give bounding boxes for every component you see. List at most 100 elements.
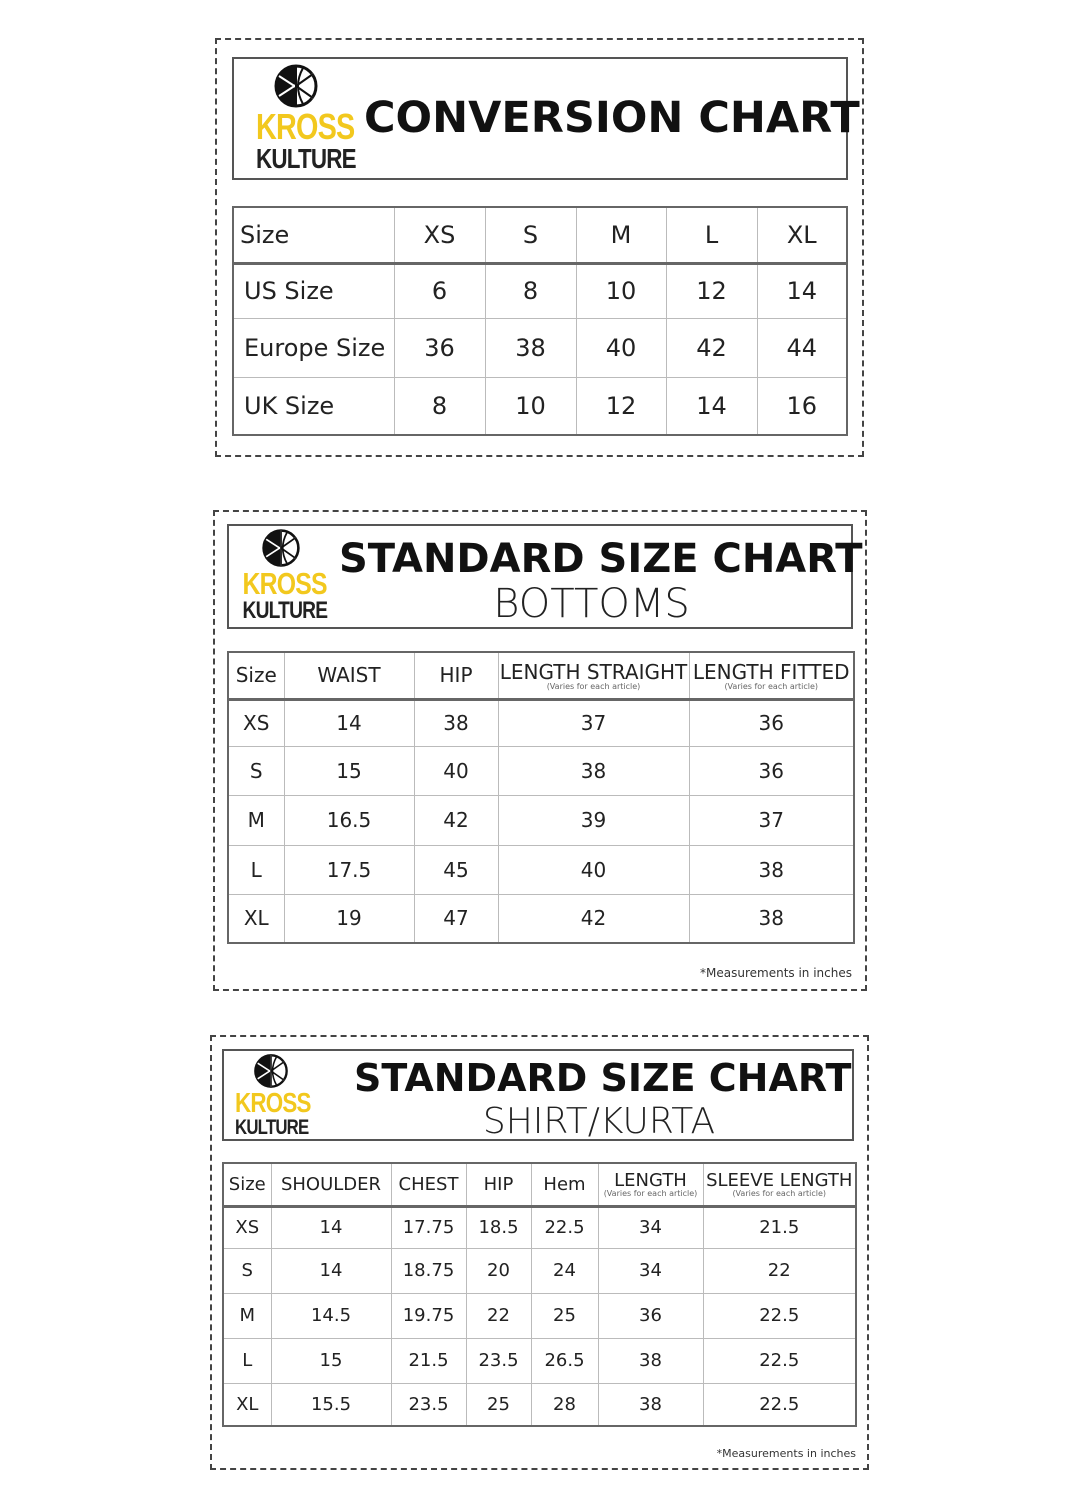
table-cell: 39 bbox=[497, 794, 690, 846]
table-row: L 17.5 45 40 38 bbox=[227, 844, 855, 895]
row-label: XL bbox=[227, 893, 285, 944]
bottoms-chart-panel bbox=[213, 510, 867, 991]
row-label: Europe Size bbox=[232, 317, 395, 378]
brand-logo: KROSS KULTURE bbox=[246, 63, 357, 174]
table-row: M 14.5 19.75 22 25 36 22.5 bbox=[222, 1292, 857, 1339]
table-cell: 38 bbox=[497, 745, 690, 796]
table-cell: 22.5 bbox=[702, 1292, 857, 1339]
basketball-icon bbox=[254, 1054, 288, 1088]
brand-name-line2: KULTURE bbox=[235, 1116, 309, 1139]
column-header: SLEEVE LENGTH (Varies for each article) bbox=[702, 1162, 857, 1208]
table-cell: 36 bbox=[393, 317, 486, 378]
table-cell: 19.75 bbox=[390, 1292, 467, 1339]
table-cell: 24 bbox=[530, 1247, 599, 1294]
table-cell: 14 bbox=[283, 698, 415, 747]
bottoms-table: Size WAIST HIP LENGTH STRAIGHT (Varies for e… bbox=[227, 651, 855, 944]
table-cell: 36 bbox=[688, 698, 855, 747]
column-header-label: HIP bbox=[439, 663, 473, 688]
table-cell: 21.5 bbox=[390, 1337, 467, 1384]
table-cell: 44 bbox=[756, 317, 848, 378]
table-cell: 36 bbox=[597, 1292, 704, 1339]
column-header-label: M bbox=[610, 220, 632, 249]
column-header-label: Hem bbox=[543, 1173, 586, 1195]
table-cell: 22.5 bbox=[530, 1205, 599, 1249]
table-cell: 8 bbox=[393, 376, 486, 436]
table-cell: 23.5 bbox=[465, 1337, 532, 1384]
column-header: Size bbox=[227, 651, 285, 701]
table-cell: 6 bbox=[393, 262, 486, 319]
table-cell: 42 bbox=[497, 893, 690, 944]
bottoms-subtitle: BOTTOMS bbox=[493, 581, 690, 627]
table-cell: 22 bbox=[465, 1292, 532, 1339]
table-cell: 23.5 bbox=[390, 1382, 467, 1427]
row-label: S bbox=[227, 745, 285, 796]
column-header: SHOULDER bbox=[270, 1162, 392, 1208]
table-cell: 38 bbox=[597, 1382, 704, 1427]
table-cell: 38 bbox=[688, 844, 855, 895]
shirt-footnote: *Measurements in inches bbox=[716, 1447, 856, 1460]
table-cell: 25 bbox=[465, 1382, 532, 1427]
table-cell: 14 bbox=[756, 262, 848, 319]
table-cell: 40 bbox=[413, 745, 499, 796]
column-header-label: L bbox=[704, 220, 719, 249]
table-row: XS 14 17.75 18.5 22.5 34 21.5 bbox=[222, 1205, 857, 1249]
column-header: XL bbox=[756, 206, 848, 265]
column-header: Size bbox=[232, 206, 395, 265]
table-cell: 38 bbox=[413, 698, 499, 747]
column-header-label: LENGTH FITTED bbox=[692, 659, 850, 684]
column-header: XS bbox=[393, 206, 486, 265]
table-cell: 37 bbox=[688, 794, 855, 846]
table-cell: 15.5 bbox=[270, 1382, 392, 1427]
table-row: S 14 18.75 20 24 34 22 bbox=[222, 1247, 857, 1294]
column-header-label: HIP bbox=[483, 1173, 514, 1195]
column-header-label: SLEEVE LENGTH bbox=[706, 1170, 853, 1192]
column-header-note: (Varies for each article) bbox=[603, 1189, 698, 1199]
row-label: US Size bbox=[232, 262, 395, 319]
row-label: L bbox=[222, 1337, 272, 1384]
row-label: XS bbox=[227, 698, 285, 747]
table-header-row: Size WAIST HIP LENGTH STRAIGHT (Varies for e… bbox=[227, 651, 855, 701]
table-row: XL 15.5 23.5 25 28 38 22.5 bbox=[222, 1382, 857, 1427]
table-cell: 8 bbox=[484, 262, 577, 319]
brand-logo: KROSS KULTURE bbox=[226, 1053, 316, 1138]
column-header: LENGTH FITTED (Varies for each article) bbox=[688, 651, 855, 701]
shirt-chart-header: KROSS KULTURE STANDARD SIZE CHART SHIRT/… bbox=[222, 1049, 854, 1142]
brand-logo: KROSS KULTURE bbox=[233, 528, 328, 623]
table-cell: 10 bbox=[484, 376, 577, 436]
column-header: LENGTH (Varies for each article) bbox=[597, 1162, 704, 1208]
table-cell: 15 bbox=[270, 1337, 392, 1384]
table-cell: 10 bbox=[575, 262, 667, 319]
table-cell: 40 bbox=[497, 844, 690, 895]
column-header-note: (Varies for each article) bbox=[546, 681, 641, 691]
bottoms-footnote: *Measurements in inches bbox=[700, 966, 852, 980]
column-header: LENGTH STRAIGHT (Varies for each article) bbox=[497, 651, 690, 701]
table-cell: 12 bbox=[575, 376, 667, 436]
row-label: M bbox=[222, 1292, 272, 1339]
table-row: L 15 21.5 23.5 26.5 38 22.5 bbox=[222, 1337, 857, 1384]
table-cell: 21.5 bbox=[702, 1205, 857, 1249]
table-cell: 28 bbox=[530, 1382, 599, 1427]
brand-name-line1: KROSS bbox=[242, 566, 328, 601]
table-cell: 22 bbox=[702, 1247, 857, 1294]
column-header: M bbox=[575, 206, 667, 265]
table-cell: 47 bbox=[413, 893, 499, 944]
column-header: L bbox=[665, 206, 758, 265]
table-cell: 37 bbox=[497, 698, 690, 747]
row-label: XS bbox=[222, 1205, 272, 1249]
table-row: XL 19 47 42 38 bbox=[227, 893, 855, 944]
brand-name-line1: KROSS bbox=[256, 106, 355, 147]
table-row: Europe Size 36 38 40 42 44 bbox=[232, 317, 848, 378]
column-header-label: Size bbox=[235, 663, 277, 688]
row-label: XL bbox=[222, 1382, 272, 1427]
column-header-label: S bbox=[522, 220, 539, 249]
table-header-row: Size XS S M L XL bbox=[232, 206, 848, 265]
basketball-icon bbox=[261, 529, 300, 567]
brand-name-line2: KULTURE bbox=[256, 143, 357, 174]
table-cell: 42 bbox=[665, 317, 758, 378]
table-cell: 26.5 bbox=[530, 1337, 599, 1384]
table-cell: 12 bbox=[665, 262, 758, 319]
table-header-row: Size SHOULDER CHEST HIP Hem LENGTH (Varies for… bbox=[222, 1162, 857, 1208]
row-label: UK Size bbox=[232, 376, 395, 436]
page-title: CONVERSION CHART bbox=[364, 93, 860, 143]
column-header: Hem bbox=[530, 1162, 599, 1208]
